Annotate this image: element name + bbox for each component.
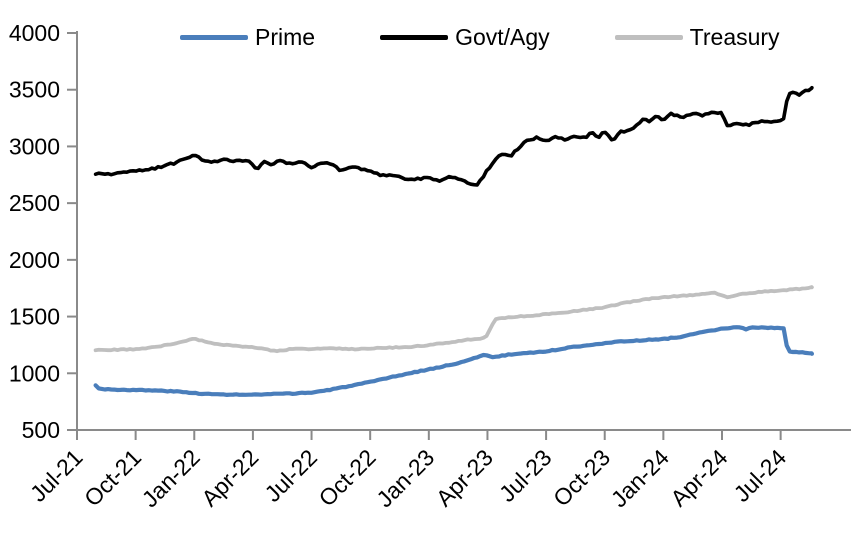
x-tick-label: Jan-23 xyxy=(371,444,439,512)
series-line-prime xyxy=(93,325,815,397)
x-tick-label: Jul-22 xyxy=(259,444,322,507)
x-tick-label: Jul-24 xyxy=(728,444,791,507)
prime-line-swatch xyxy=(180,35,248,40)
axes xyxy=(76,31,851,431)
y-tick-label: 2500 xyxy=(9,190,60,216)
y-tick-label: 1500 xyxy=(9,304,60,330)
x-tick-label: Jul-21 xyxy=(25,444,88,507)
legend-item-govt-agy: Govt/Agy xyxy=(380,26,550,49)
y-tick-label: 1000 xyxy=(9,360,60,386)
x-tick-label: Apr-23 xyxy=(431,444,498,511)
x-tick-label: Apr-22 xyxy=(196,444,263,511)
chart-legend: Prime Govt/Agy Treasury xyxy=(180,26,780,49)
govt-agy-line-swatch xyxy=(380,35,449,40)
series-lines xyxy=(93,85,815,397)
legend-label-treasury: Treasury xyxy=(689,24,780,50)
x-tick-label: Jan-22 xyxy=(137,444,205,512)
legend-item-prime: Prime xyxy=(180,26,315,49)
x-tick-label: Jul-23 xyxy=(494,444,557,507)
y-tick-label: 3500 xyxy=(9,77,60,103)
y-tick-label: 3000 xyxy=(9,133,60,159)
x-tick-label: Oct-23 xyxy=(548,444,615,511)
legend-item-treasury: Treasury xyxy=(614,24,780,50)
y-axis-ticks: 500 1000 1500 2000 2500 3000 3500 4000 xyxy=(9,20,77,443)
series-line-treasury xyxy=(93,285,814,354)
y-tick-label: 2000 xyxy=(9,247,60,273)
x-tick-label: Apr-24 xyxy=(665,444,732,511)
x-tick-label: Oct-21 xyxy=(79,444,146,511)
legend-label-prime: Prime xyxy=(255,24,316,50)
series-line-govt-agy xyxy=(93,85,814,187)
y-tick-label: 4000 xyxy=(9,20,60,46)
legend-label-govt-agy: Govt/Agy xyxy=(455,24,550,50)
y-tick-label: 500 xyxy=(22,417,60,443)
x-axis-ticks: Jul-21Oct-21Jan-22Apr-22Jul-22Oct-22Jan-… xyxy=(25,430,791,512)
treasury-line-swatch xyxy=(614,35,683,40)
x-tick-label: Jan-24 xyxy=(606,444,674,512)
x-tick-label: Oct-22 xyxy=(314,444,381,511)
